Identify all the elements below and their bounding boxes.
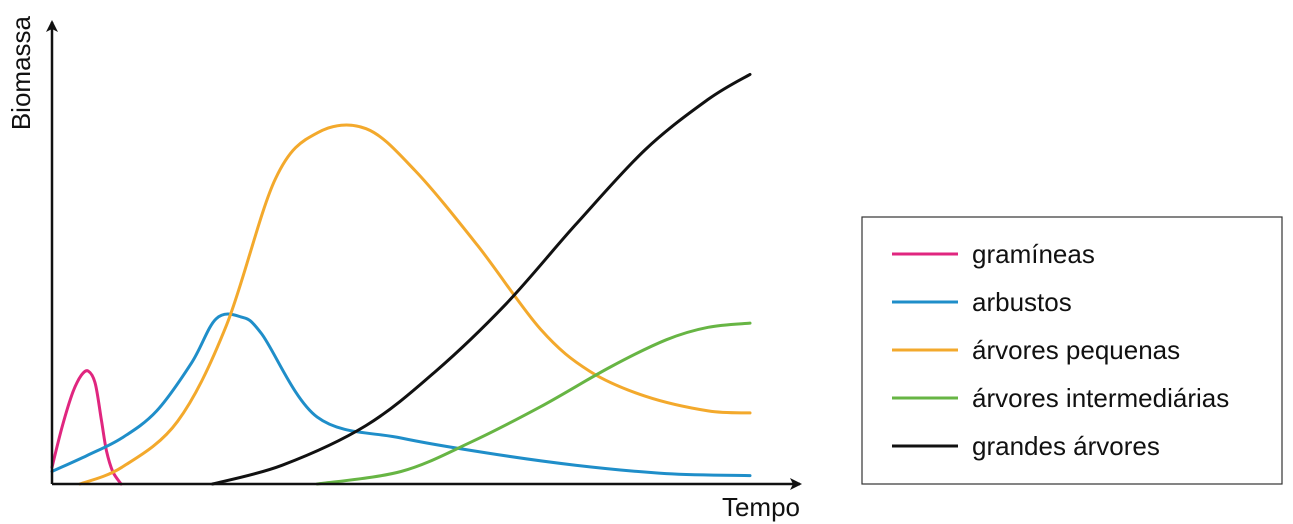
series-line-grandes-arvores bbox=[211, 72, 752, 486]
legend: gramíneas arbustos árvores pequenas árvores… bbox=[861, 216, 1283, 485]
legend-items: gramíneas arbustos árvores pequenas árvores… bbox=[892, 239, 1229, 461]
series-line-gramineas bbox=[50, 369, 123, 486]
series-lines bbox=[50, 72, 752, 486]
legend-label-arvores-pequenas: árvores pequenas bbox=[972, 335, 1180, 365]
series-line-arvores-pequenas bbox=[78, 123, 752, 486]
x-axis-label: Tempo bbox=[722, 492, 800, 522]
legend-label-grandes-arvores: grandes árvores bbox=[972, 431, 1160, 461]
series-line-arbustos bbox=[50, 312, 752, 478]
series-line-arvores-intermediarias bbox=[315, 321, 752, 486]
legend-label-arbustos: arbustos bbox=[972, 287, 1072, 317]
legend-label-arvores-intermediarias: árvores intermediárias bbox=[972, 383, 1229, 413]
legend-label-gramineas: gramíneas bbox=[972, 239, 1095, 269]
y-axis-label: Biomassa bbox=[6, 15, 36, 130]
